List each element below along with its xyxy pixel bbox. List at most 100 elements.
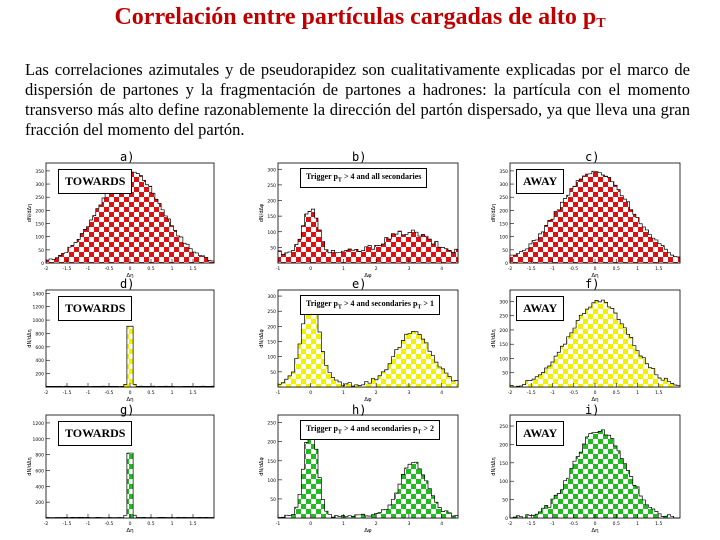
x-axis-label: Δη bbox=[591, 273, 599, 279]
y-tick-label: 1000 bbox=[33, 437, 45, 443]
towards-label: TOWARDS bbox=[58, 421, 133, 446]
x-tick-label: 0.5 bbox=[613, 521, 620, 527]
panel-label-h: h) bbox=[352, 403, 367, 417]
y-tick-label: 250 bbox=[499, 424, 508, 430]
y-tick-label: 350 bbox=[499, 169, 508, 175]
y-tick-label: 100 bbox=[267, 355, 276, 361]
panel-label-c: c) bbox=[585, 150, 600, 164]
y-tick-label: 300 bbox=[35, 182, 44, 188]
x-tick-label: -2 bbox=[44, 521, 49, 527]
y-axis-label: dN/dΔη bbox=[491, 329, 497, 347]
histogram-g bbox=[45, 452, 215, 519]
y-tick-label: 200 bbox=[499, 442, 508, 448]
x-tick-label: 0 bbox=[594, 521, 597, 527]
x-tick-label: 1 bbox=[636, 266, 639, 272]
y-tick-label: 250 bbox=[267, 183, 276, 189]
y-tick-label: 150 bbox=[267, 459, 276, 465]
y-tick-label: 400 bbox=[35, 358, 44, 364]
histogram-i bbox=[510, 429, 680, 519]
x-tick-label: -2 bbox=[508, 521, 513, 527]
x-tick-label: -1.5 bbox=[63, 266, 72, 272]
x-tick-label: 0.5 bbox=[613, 390, 620, 396]
y-axis-label: dN/dΔη bbox=[491, 457, 497, 475]
x-tick-label: -0.5 bbox=[569, 390, 578, 396]
x-tick-label: 1 bbox=[342, 390, 345, 396]
y-tick-label: 800 bbox=[35, 331, 44, 337]
y-axis-label: dN/dΔφ bbox=[259, 457, 265, 476]
chart-b: 50 100 150 200 250 300 -1 0 1 2 3 4 Δφ dN/dΔφ bbox=[259, 162, 459, 279]
x-tick-label: -1 bbox=[276, 390, 281, 396]
x-tick-label: 0.5 bbox=[147, 266, 154, 272]
slide-title-subscript: T bbox=[596, 16, 606, 31]
x-tick-label: -1 bbox=[550, 521, 555, 527]
x-tick-label: 4 bbox=[440, 266, 443, 272]
x-tick-label: -1 bbox=[276, 266, 281, 272]
panel-label-b: b) bbox=[352, 150, 367, 164]
x-tick-label: 1 bbox=[342, 521, 345, 527]
y-tick-label: 150 bbox=[499, 461, 508, 467]
histogram-c bbox=[509, 170, 681, 264]
chart-a: 0 50 100 150 200 250 300 350 -2 -1.5 -1 -0.5 0 0.5 1 1.… bbox=[27, 162, 215, 279]
trigger-condition-label: Trigger pT > 4 and all secondaries bbox=[300, 168, 428, 188]
y-tick-label: 0 bbox=[505, 261, 508, 267]
y-tick-label: 0 bbox=[505, 516, 508, 522]
y-tick-label: 200 bbox=[35, 372, 44, 378]
chart-panel-f: 50 100 150 200 250 300 -2 -1.5 -1 -0.5 0 0.5 1 1.5 Δη d… bbox=[488, 284, 688, 403]
x-axis-label: Δη bbox=[126, 528, 134, 534]
y-tick-label: 300 bbox=[499, 299, 508, 305]
x-tick-label: 0.5 bbox=[147, 521, 154, 527]
x-tick-label: 0 bbox=[129, 521, 132, 527]
x-tick-label: 1 bbox=[171, 521, 174, 527]
histogram-f bbox=[509, 299, 681, 388]
x-tick-label: 0 bbox=[309, 390, 312, 396]
x-tick-label: 1 bbox=[636, 521, 639, 527]
chart-h: 50 100 150 200 250 -1 0 1 2 3 4 Δφ dN/dΔφ bbox=[259, 414, 459, 534]
y-tick-label: 1400 bbox=[33, 291, 45, 297]
panel-label-a: a) bbox=[120, 150, 135, 164]
chart-panel-a: 0 50 100 150 200 250 300 350 -2 -1.5 -1 -0.5 0 0.5 1 1.… bbox=[24, 157, 222, 279]
histogram-d bbox=[45, 325, 215, 388]
x-tick-label: 2 bbox=[375, 266, 378, 272]
x-tick-label: -2 bbox=[508, 390, 513, 396]
panel-label-e: e) bbox=[352, 277, 367, 291]
y-tick-label: 150 bbox=[499, 342, 508, 348]
chart-panel-b: 50 100 150 200 250 300 -1 0 1 2 3 4 Δφ dN/dΔφ bbox=[256, 157, 466, 279]
x-tick-label: 0 bbox=[309, 521, 312, 527]
y-axis-label: dN/dΔη bbox=[27, 329, 33, 347]
x-tick-label: -0.5 bbox=[105, 266, 114, 272]
y-tick-label: 100 bbox=[35, 235, 44, 241]
y-tick-label: 200 bbox=[267, 199, 276, 205]
x-tick-label: -1.5 bbox=[63, 390, 72, 396]
panel-label-d: d) bbox=[120, 277, 135, 291]
y-tick-label: 600 bbox=[35, 468, 44, 474]
y-tick-label: 1000 bbox=[33, 318, 45, 324]
away-label: AWAY bbox=[516, 296, 565, 321]
chart-d: 200 400 600 800 1000 1200 1400 -2 -1.5 -1 -0.5 0 0.5… bbox=[27, 289, 215, 403]
x-axis-label: Δφ bbox=[364, 528, 372, 534]
towards-label: TOWARDS bbox=[58, 169, 133, 194]
trigger-condition-label: Trigger pT > 4 and secondaries pT > 1 bbox=[300, 295, 440, 315]
trigger-condition-label: Trigger pT > 4 and secondaries pT > 2 bbox=[300, 420, 440, 440]
y-tick-label: 150 bbox=[267, 214, 276, 220]
x-tick-label: 1 bbox=[171, 266, 174, 272]
away-label: AWAY bbox=[516, 169, 565, 194]
chart-panel-g: 200 400 600 800 1000 1200 -2 -1.5 -1 -0.5 0 0.5 1 1.5… bbox=[24, 409, 222, 534]
x-tick-label: 1.5 bbox=[655, 390, 662, 396]
x-tick-label: 4 bbox=[440, 521, 443, 527]
x-tick-label: 3 bbox=[407, 521, 410, 527]
chart-panel-c: 0 50 100 150 200 250 300 350 -2 -1.5 -1 -0.5 0 0.5 1 1.… bbox=[488, 157, 688, 279]
x-tick-label: -1 bbox=[550, 390, 555, 396]
y-axis-label: dN/dΔη bbox=[27, 457, 33, 475]
y-tick-label: 150 bbox=[35, 222, 44, 228]
x-tick-label: 0 bbox=[594, 390, 597, 396]
towards-label: TOWARDS bbox=[58, 296, 133, 321]
x-axis-label: Δη bbox=[126, 397, 134, 403]
y-tick-label: 100 bbox=[499, 479, 508, 485]
y-tick-label: 100 bbox=[267, 230, 276, 236]
x-axis-label: Δφ bbox=[364, 273, 372, 279]
slide-title-text: Correlación entre partículas cargadas de… bbox=[114, 4, 597, 30]
x-tick-label: 1 bbox=[171, 390, 174, 396]
y-tick-label: 50 bbox=[502, 371, 508, 377]
panel-label-i: i) bbox=[585, 403, 600, 417]
chart-panel-i: 0 50 100 150 200 250 -2 -1.5 -1 -0.5 0 0.5 1 1.5 Δη dN/… bbox=[488, 409, 688, 534]
